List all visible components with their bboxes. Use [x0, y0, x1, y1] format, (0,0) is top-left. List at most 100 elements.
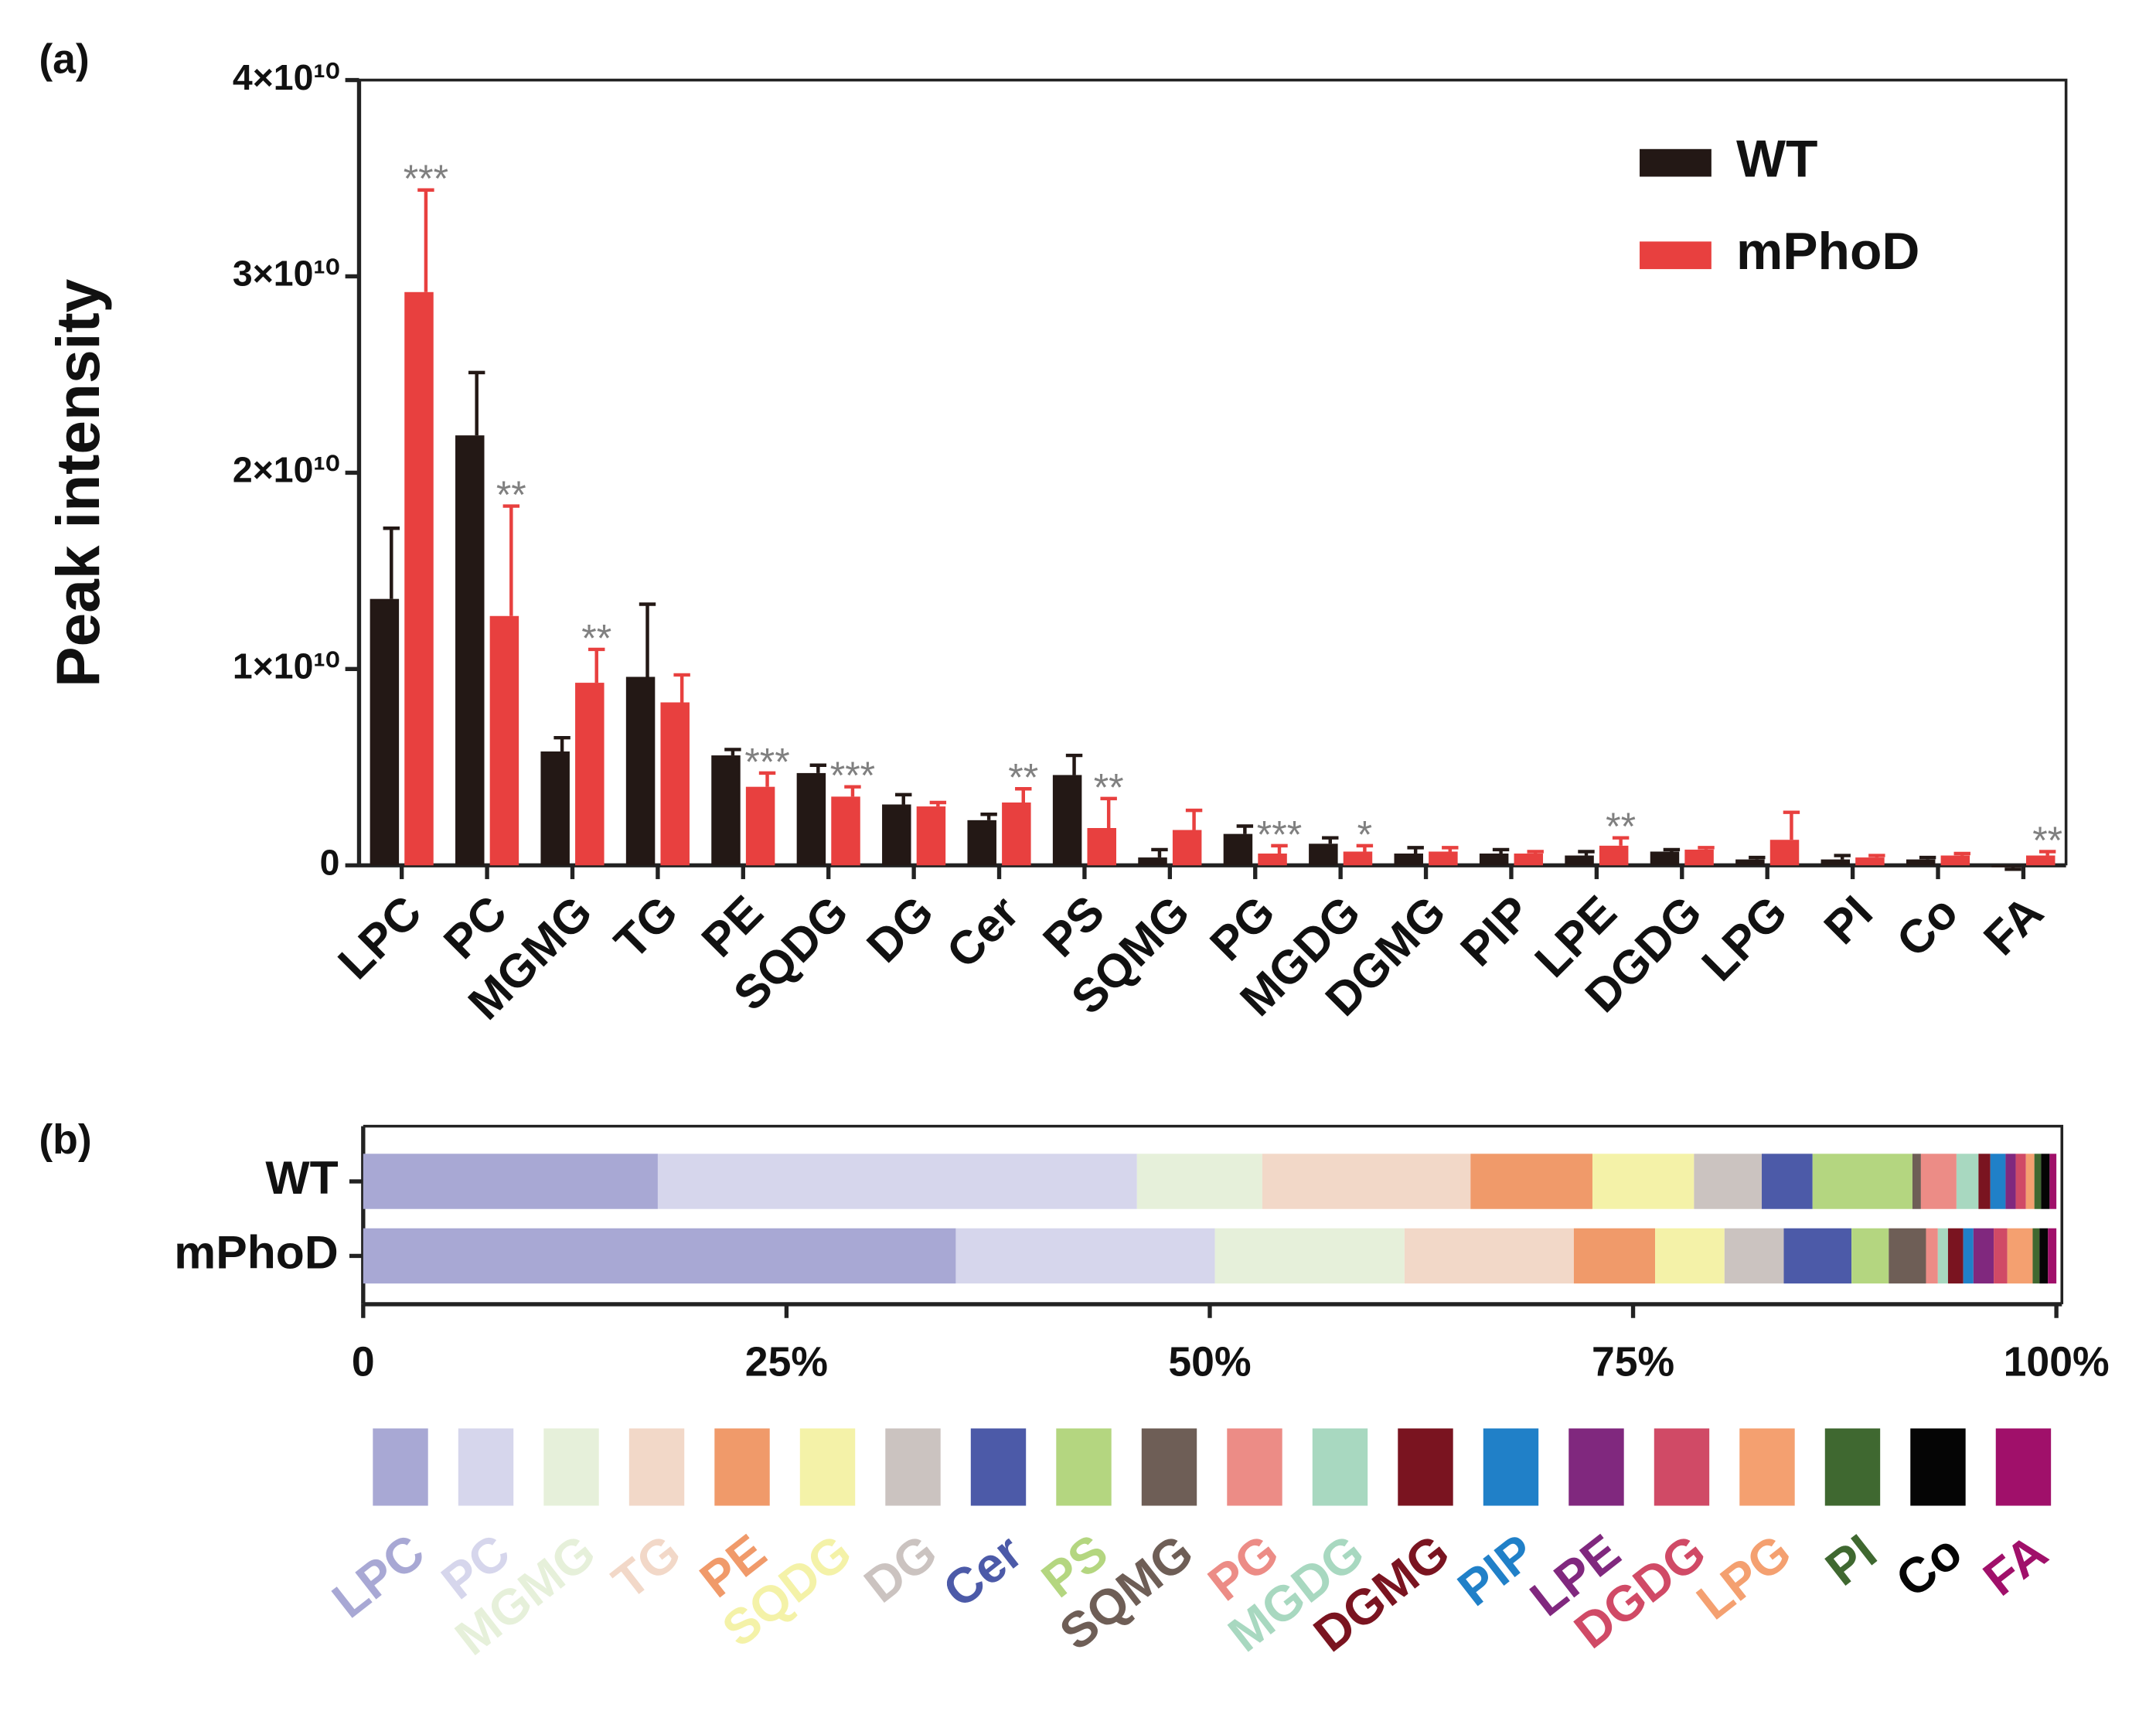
bar-segment — [1990, 1154, 2006, 1209]
legend-swatch — [1312, 1428, 1368, 1506]
significance-label: ** — [581, 616, 611, 659]
bar-segment — [1214, 1228, 1405, 1284]
bar — [1769, 840, 1800, 866]
bar — [370, 598, 400, 866]
bar — [1855, 857, 1885, 866]
panel-label: (b) — [39, 1117, 91, 1163]
bar — [967, 820, 996, 866]
legend-label: WT — [1736, 131, 1817, 189]
y-tick-label: 4×10¹⁰ — [233, 57, 340, 97]
legend-swatch — [1640, 241, 1712, 270]
bar — [1821, 859, 1851, 866]
legend-swatch — [628, 1428, 685, 1506]
legend-swatch — [1398, 1428, 1453, 1506]
bar — [1684, 849, 1714, 866]
bar — [540, 751, 570, 866]
bar-segment — [1262, 1154, 1471, 1209]
frame — [359, 78, 2068, 866]
bar — [1991, 865, 2021, 867]
bar — [1002, 802, 1031, 866]
significance-label: * — [1357, 813, 1372, 856]
bar-segment — [2041, 1154, 2050, 1209]
significance-label: *** — [1257, 813, 1302, 856]
bar-segment — [1937, 1228, 1948, 1284]
legend-label: Co — [1885, 1524, 1972, 1608]
bar — [882, 804, 911, 866]
bar — [796, 772, 826, 866]
x-tick-label: FA — [1974, 885, 2053, 965]
bar — [1258, 854, 1287, 866]
legend-swatch — [1640, 148, 1712, 177]
significance-label: *** — [404, 157, 448, 200]
x-tick-label: 75% — [1592, 1340, 1674, 1385]
legend-label: PI — [1815, 1524, 1886, 1597]
bar — [660, 702, 690, 866]
bar-segment — [1963, 1228, 1974, 1284]
legend-label: PIP — [1448, 1524, 1545, 1617]
bar-segment — [1956, 1154, 1979, 1209]
bar-segment — [363, 1154, 658, 1209]
bar-segment — [1573, 1228, 1656, 1284]
bar-segment — [1973, 1228, 1994, 1284]
legend-label: Cer — [933, 1524, 1033, 1619]
legend-swatch — [1654, 1428, 1710, 1506]
panel-label: (a) — [39, 36, 89, 82]
legend-label: FA — [1973, 1524, 2057, 1607]
legend-swatch — [799, 1428, 856, 1506]
bar-segment — [1724, 1228, 1784, 1284]
legend-swatch — [373, 1428, 428, 1506]
legend-swatch — [1141, 1428, 1197, 1506]
legend-swatch — [543, 1428, 599, 1506]
bar — [1735, 859, 1765, 866]
bar — [1906, 859, 1936, 866]
bar — [1599, 845, 1629, 866]
bar — [1223, 833, 1253, 866]
legend-swatch — [1910, 1428, 1966, 1506]
bar-segment — [1947, 1228, 1964, 1284]
legend-label: DG — [854, 1524, 947, 1614]
bar — [916, 806, 946, 866]
legend-swatch — [1739, 1428, 1795, 1506]
bar-segment — [2032, 1228, 2040, 1284]
bar — [1565, 855, 1594, 866]
legend-swatch — [1056, 1428, 1112, 1506]
bar — [1514, 854, 1544, 866]
bar-segment — [657, 1154, 1137, 1209]
legend-swatch — [1995, 1428, 2052, 1506]
significance-label: *** — [830, 754, 875, 797]
legend-swatch — [1483, 1428, 1539, 1506]
bar — [1309, 843, 1338, 866]
bar-segment — [2007, 1228, 2033, 1284]
x-tick-label: LPC — [328, 885, 431, 989]
x-tick-label: 100% — [2004, 1340, 2110, 1385]
bar — [831, 796, 860, 866]
legend-swatch — [714, 1428, 770, 1506]
x-tick-label: Co — [1886, 885, 1967, 966]
bar-segment — [1783, 1228, 1852, 1284]
bar-segment — [1404, 1228, 1574, 1284]
x-tick-label: 0 — [352, 1340, 375, 1385]
legend-label: LPC — [322, 1524, 434, 1629]
y-tick-label: mPhoD — [174, 1225, 338, 1278]
bar-segment — [1136, 1154, 1262, 1209]
legend-swatch — [970, 1428, 1027, 1506]
bar — [489, 615, 519, 866]
bar-segment — [2025, 1154, 2035, 1209]
bar-segment — [1920, 1154, 1957, 1209]
bar — [711, 755, 741, 866]
x-tick-label: DG — [857, 885, 943, 972]
bar — [1479, 854, 1509, 866]
bar — [745, 786, 775, 866]
bar-segment — [363, 1228, 956, 1284]
bar-segment — [1694, 1154, 1763, 1209]
bar-segment — [1812, 1154, 1912, 1209]
bar-segment — [2005, 1154, 2016, 1209]
x-tick-label: Cer — [936, 885, 1029, 978]
bar-segment — [2034, 1154, 2042, 1209]
x-tick-label: LPG — [1691, 885, 1797, 990]
frame — [363, 1124, 2064, 1304]
y-axis-label: Peak intensity — [44, 278, 112, 687]
significance-label: *** — [744, 740, 789, 783]
legend-swatch — [1824, 1428, 1881, 1506]
bar-segment — [1592, 1154, 1694, 1209]
